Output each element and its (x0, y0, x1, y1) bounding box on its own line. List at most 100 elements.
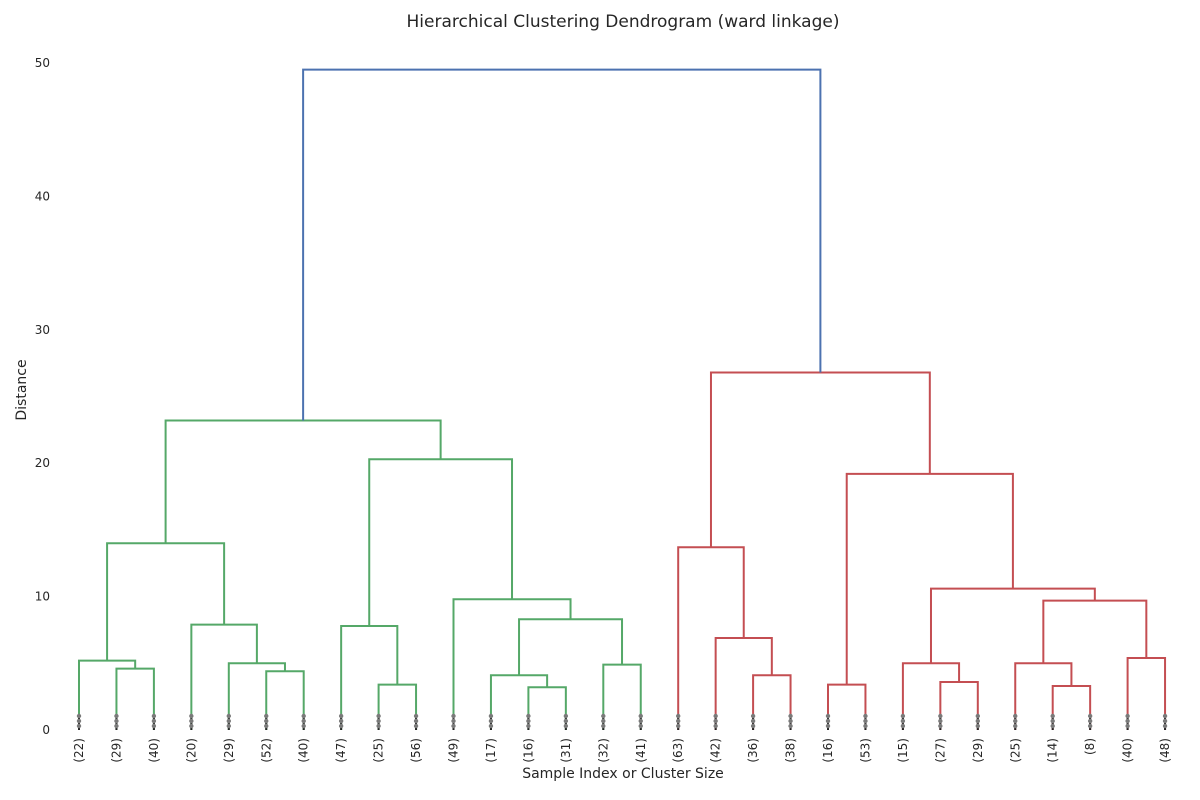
x-tick-label: (40) (147, 738, 161, 763)
leaf-dot (938, 718, 943, 724)
leaf-dot (750, 718, 756, 724)
leaf-dot (638, 713, 643, 719)
leaf-dot (563, 713, 569, 719)
leaf-dot (713, 718, 718, 724)
x-tick-label: (47) (334, 738, 348, 763)
leaf-dot (376, 723, 381, 729)
leaf-dot (975, 713, 980, 719)
leaf-dot (488, 713, 494, 719)
link-U (901, 662, 961, 730)
y-tick-label: 0 (42, 723, 50, 737)
x-tick-label: (56) (409, 738, 423, 763)
leaf-dot (900, 723, 906, 729)
leaf-dot (1013, 718, 1018, 724)
leaf-dot (713, 723, 718, 729)
link-W (1014, 662, 1073, 730)
x-tick-label: (32) (596, 738, 610, 763)
leaf-dot (1087, 718, 1093, 724)
y-tick-label: 30 (35, 323, 50, 337)
link-Q (714, 636, 773, 730)
leaf-dot (76, 718, 82, 724)
leaf-dot (676, 718, 681, 724)
leaf-dot (451, 723, 456, 729)
leaf-dot (451, 718, 456, 724)
leaf-dot (825, 713, 831, 719)
leaf-dot (226, 723, 231, 729)
leaf-dot (638, 718, 643, 724)
x-tick-label: (41) (634, 738, 648, 763)
leaf-dot (1050, 713, 1055, 719)
x-tick-label: (48) (1158, 738, 1172, 763)
leaf-dot (264, 723, 269, 729)
leaf-dot (151, 713, 157, 719)
leaf-dot (825, 723, 831, 729)
leaf-dot (1050, 718, 1055, 724)
chart-title: Hierarchical Clustering Dendrogram (ward… (406, 12, 840, 32)
x-tick-label: (52) (259, 738, 273, 763)
leaf-dot (563, 723, 569, 729)
x-tick-label: (20) (184, 738, 198, 763)
link-AB (709, 371, 931, 548)
x-axis-label: Sample Index or Cluster Size (522, 766, 724, 782)
leaf-dot (938, 713, 943, 719)
link-ROOT (302, 68, 822, 421)
leaf-dot (1087, 713, 1093, 719)
leaf-dot (526, 718, 531, 724)
leaf-dot (488, 718, 494, 724)
link-P (752, 674, 792, 730)
leaf-dot (975, 718, 980, 724)
y-tick-label: 10 (35, 590, 50, 604)
leaf-dot (413, 713, 419, 719)
leaf-dot (114, 718, 119, 724)
leaf-dot (301, 718, 306, 724)
leaf-dot (1162, 718, 1168, 724)
link-X (1126, 656, 1167, 730)
leaf-dot (900, 718, 906, 724)
leaf-dot (825, 718, 831, 724)
x-tick-label: (38) (784, 738, 798, 763)
x-tick-label: (25) (372, 738, 386, 763)
leaf-dot (863, 723, 868, 729)
y-tick-label: 20 (35, 456, 50, 470)
leaf-dot (338, 723, 344, 729)
link-O (164, 419, 442, 544)
x-tick-label: (40) (297, 738, 311, 763)
leaf-dot (788, 713, 793, 719)
leaf-dot (713, 713, 718, 719)
leaf-dot (189, 713, 194, 719)
leaf-dot (1125, 713, 1130, 719)
leaf-dot (488, 723, 494, 729)
link-I (527, 686, 567, 730)
leaf-dot (1050, 723, 1055, 729)
link-G (377, 683, 418, 730)
leaf-dot (376, 718, 381, 724)
leaf-dot (264, 713, 269, 719)
leaf-dot (76, 723, 82, 729)
x-tick-label: (29) (971, 738, 985, 763)
x-tick-label: (27) (933, 738, 947, 763)
y-tick-label: 50 (35, 56, 50, 70)
link-F (106, 542, 226, 661)
link-S (827, 683, 867, 730)
x-tick-label: (29) (222, 738, 236, 763)
x-tick-label: (63) (671, 738, 685, 763)
leaf-dot (526, 713, 531, 719)
leaf-dot (189, 718, 194, 724)
leaf-dot (526, 723, 531, 729)
x-tick-label: (40) (1121, 738, 1135, 763)
x-tick-label: (8) (1083, 738, 1097, 755)
leaf-dot (189, 723, 194, 729)
link-K (602, 663, 642, 730)
x-tick-label: (14) (1046, 738, 1060, 763)
x-tick-label: (49) (447, 738, 461, 763)
x-tick-label: (42) (709, 738, 723, 763)
leaf-dot (301, 713, 306, 719)
link-AA (845, 472, 1014, 685)
leaf-dot (938, 723, 943, 729)
link-H (340, 624, 399, 730)
leaf-dot (788, 723, 793, 729)
leaf-dot (226, 718, 231, 724)
leaf-dot (451, 713, 456, 719)
leaf-dot (301, 723, 306, 729)
leaf-dot (863, 713, 868, 719)
